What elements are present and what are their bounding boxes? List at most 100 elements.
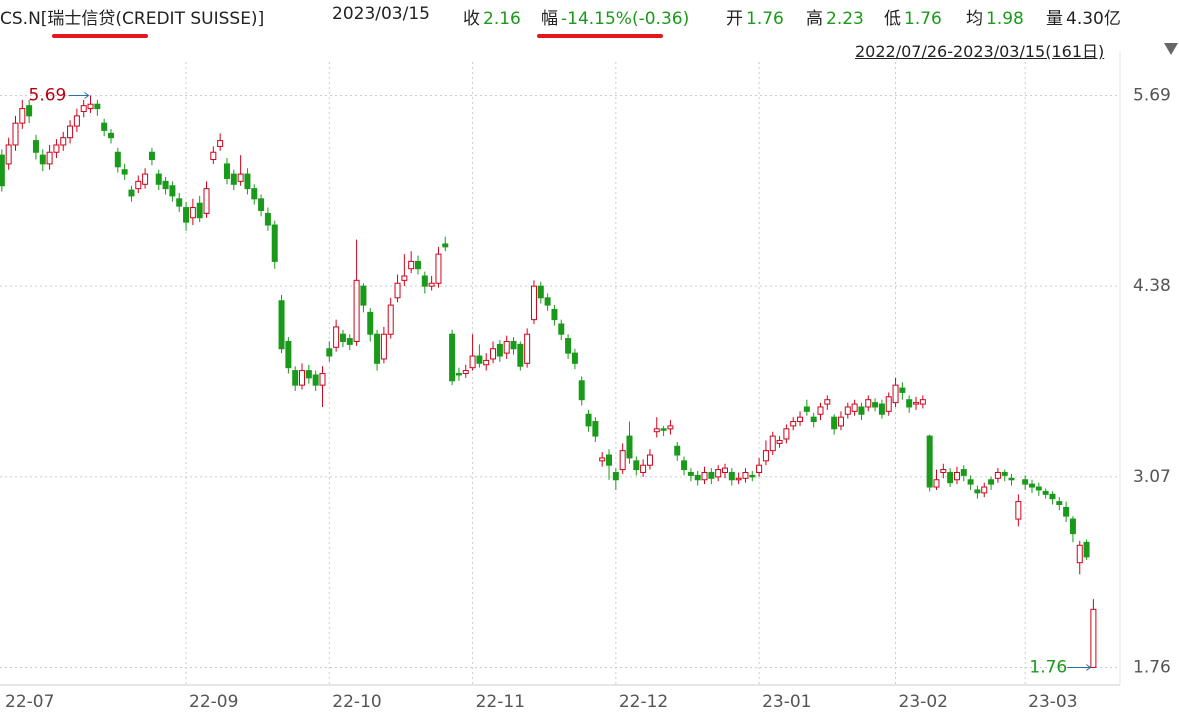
candle-body	[831, 416, 838, 430]
candle-body	[510, 340, 517, 350]
candle-body	[1001, 471, 1008, 476]
candle-body	[217, 140, 224, 147]
candle-body	[524, 333, 531, 364]
candle-body	[237, 173, 244, 182]
candle-body	[87, 103, 94, 110]
max-arrow	[84, 92, 90, 99]
candle-body	[967, 479, 974, 485]
date: 2023/03/15	[332, 4, 430, 24]
max-label: 5.69	[29, 85, 67, 105]
field: 高 2.23	[806, 4, 864, 29]
candle-body	[360, 285, 367, 306]
candle-body	[674, 445, 681, 456]
x-tick-label: 23-03	[1028, 692, 1077, 712]
candle-body	[114, 151, 121, 168]
candle-body	[462, 370, 469, 374]
x-tick-label: 22-11	[476, 692, 525, 712]
candle-body	[490, 348, 497, 360]
candle-body	[844, 406, 851, 415]
candle-body	[155, 173, 162, 185]
underline	[52, 34, 148, 38]
candle-body	[367, 311, 374, 335]
candle-body	[646, 454, 653, 466]
candle-body	[694, 474, 701, 481]
field-label: 量	[1046, 9, 1063, 29]
candle-body	[435, 253, 442, 284]
candle-body	[73, 115, 80, 127]
date-range[interactable]: 2022/07/26-2023/03/15(161日)	[855, 42, 1105, 61]
candle-body	[271, 224, 278, 262]
dropdown-icon[interactable]	[1164, 43, 1178, 55]
x-tick-label: 23-02	[899, 692, 948, 712]
candle-body	[1069, 518, 1076, 535]
candle-body	[394, 282, 401, 299]
field-label: 低	[884, 9, 901, 29]
candle-body	[626, 435, 633, 459]
candle-body	[496, 343, 503, 357]
candle-body	[101, 122, 108, 131]
candle-body	[326, 348, 333, 357]
field: 量 4.30亿	[1046, 4, 1121, 29]
candle-body	[196, 202, 203, 219]
candle-body	[742, 471, 749, 479]
candle-body	[503, 340, 510, 354]
candle-body	[865, 399, 872, 408]
candle-body	[162, 180, 169, 190]
candle-body	[292, 370, 299, 386]
candle-body	[210, 151, 217, 161]
candle-body	[80, 105, 87, 112]
candle-body	[1056, 501, 1063, 506]
candle-body	[803, 406, 810, 412]
candle-body	[264, 212, 271, 226]
candle-body	[19, 108, 26, 124]
field-value: 1.76	[904, 9, 942, 29]
candle-body	[380, 333, 387, 360]
candle-body	[721, 467, 728, 473]
candle-body	[401, 275, 408, 281]
candle-body	[899, 387, 906, 393]
candle-body	[414, 260, 421, 270]
candle-body	[142, 173, 149, 185]
candle-body	[653, 428, 660, 433]
field-label: 均	[966, 9, 983, 29]
candle-body	[640, 464, 647, 473]
y-tick-label: 4.38	[1133, 276, 1171, 296]
candle-body	[469, 355, 476, 369]
candle-body	[203, 188, 210, 214]
candle-body	[387, 304, 394, 335]
candle-body	[687, 471, 694, 476]
x-tick-label: 22-12	[619, 692, 668, 712]
candle-body	[776, 439, 783, 444]
candle-body	[442, 243, 449, 248]
candle-body	[606, 454, 613, 466]
candle-body	[312, 374, 319, 386]
candle-body	[892, 384, 899, 404]
candle-body	[994, 471, 1001, 479]
candle-body	[1090, 608, 1097, 669]
candle-body	[39, 154, 46, 165]
candle-body	[756, 464, 763, 473]
field-label: 收	[463, 9, 480, 29]
candle-body	[374, 333, 381, 364]
candle-body	[530, 285, 537, 321]
candle-body	[667, 425, 674, 430]
candle-body	[619, 450, 626, 471]
candle-body	[769, 435, 776, 452]
candle-body	[32, 140, 39, 153]
candle-body	[633, 460, 640, 471]
candle-body	[988, 479, 995, 485]
candle-body	[544, 297, 551, 306]
candle-body	[878, 403, 885, 415]
candle-body	[135, 180, 142, 190]
candle-body	[428, 282, 435, 287]
x-tick-label: 22-09	[189, 692, 238, 712]
candle-body	[408, 260, 415, 270]
candle-body	[817, 406, 824, 415]
field: 开 1.76	[726, 4, 784, 29]
candle-body	[0, 154, 5, 187]
candle-body	[837, 416, 844, 427]
candle-body	[353, 279, 360, 342]
candle-body	[537, 285, 544, 299]
field-label: 幅	[541, 9, 558, 29]
field: 收 2.16	[463, 4, 521, 29]
